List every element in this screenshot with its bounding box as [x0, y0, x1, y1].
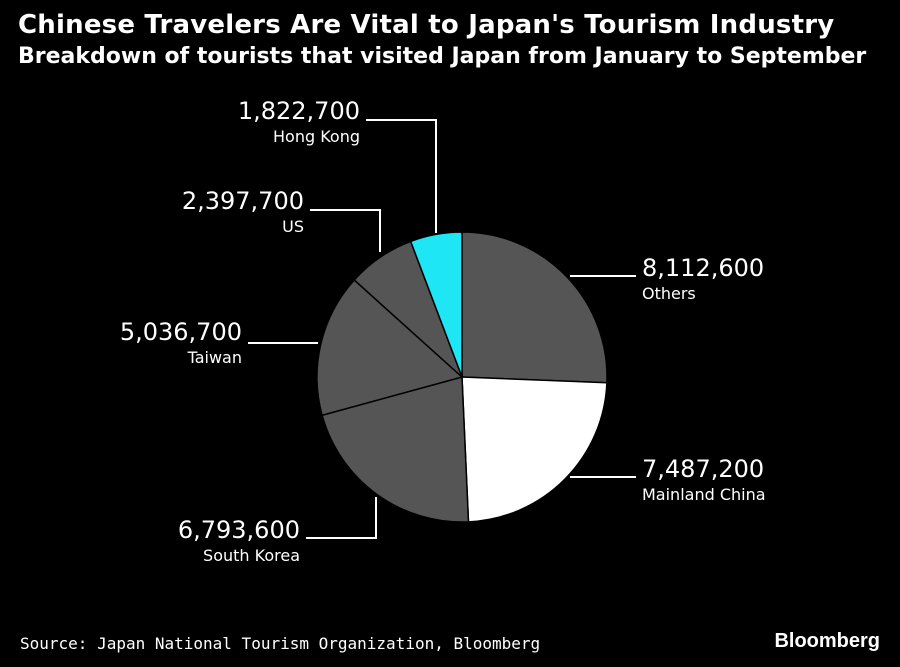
- source-note: Source: Japan National Tourism Organizat…: [20, 634, 541, 653]
- pie-labels: 8,112,600 Others 7,487,200 Mainland China 6,…: [120, 97, 766, 565]
- pie-slices: [316, 231, 608, 523]
- value-label-taiwan: 5,036,700: [120, 318, 242, 346]
- category-label-us: US: [282, 217, 304, 236]
- chart-title: Chinese Travelers Are Vital to Japan's T…: [18, 10, 835, 40]
- category-label-taiwan: Taiwan: [187, 348, 242, 367]
- leader-line-south-korea: [306, 497, 377, 539]
- pie-slice-others: [461, 231, 608, 384]
- brand-logo: Bloomberg: [774, 630, 880, 652]
- value-label-mainland-china: 7,487,200: [642, 455, 764, 483]
- category-label-others: Others: [642, 284, 696, 303]
- pie-slice-south-korea: [321, 376, 470, 523]
- pie-slice-taiwan: [316, 278, 464, 417]
- chart-subtitle: Breakdown of tourists that visited Japan…: [18, 44, 867, 69]
- pie-slice-mainland-china: [461, 376, 608, 523]
- category-label-mainland-china: Mainland China: [642, 485, 766, 504]
- category-label-south-korea: South Korea: [203, 546, 300, 565]
- category-label-hong-kong: Hong Kong: [273, 127, 360, 146]
- value-label-south-korea: 6,793,600: [178, 516, 300, 544]
- value-label-hong-kong: 1,822,700: [238, 97, 360, 125]
- leader-line-hong-kong: [366, 119, 437, 233]
- pie-slice-hong-kong: [409, 231, 463, 378]
- value-label-others: 8,112,600: [642, 254, 764, 282]
- leader-line-us: [310, 209, 381, 252]
- value-label-us: 2,397,700: [182, 187, 304, 215]
